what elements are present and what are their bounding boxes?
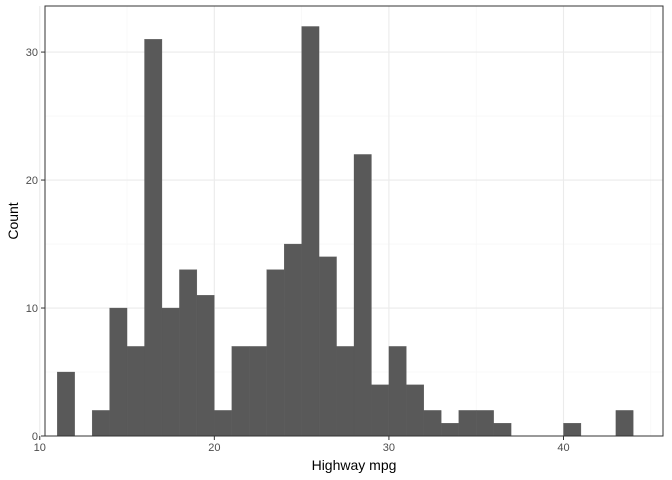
x-tick-label: 30	[383, 442, 395, 454]
y-axis: 0 10 20 30	[26, 47, 45, 443]
histogram-bar	[336, 346, 355, 437]
x-tick-label: 20	[208, 442, 220, 454]
x-tick-label: 40	[557, 442, 569, 454]
histogram-bar	[353, 154, 372, 437]
histogram-bar	[231, 346, 250, 437]
histogram-bar	[476, 410, 494, 437]
y-axis-title: Count	[5, 202, 21, 239]
histogram-bar	[318, 256, 337, 437]
histogram-bar	[126, 346, 145, 437]
histogram-bar	[371, 384, 390, 437]
histogram-bars	[57, 26, 634, 437]
histogram-bar	[161, 307, 180, 437]
y-tick-label: 0	[32, 431, 38, 443]
histogram-bar	[91, 410, 110, 437]
histogram-bar	[249, 346, 267, 437]
x-tick-label: 10	[34, 442, 46, 454]
histogram-bar	[196, 295, 215, 437]
histogram-bar	[301, 26, 320, 437]
y-tick-label: 20	[26, 175, 38, 187]
histogram-bar	[266, 269, 285, 437]
histogram-bar	[144, 39, 163, 437]
histogram-bar	[214, 410, 232, 437]
histogram-bar	[441, 423, 459, 437]
histogram-bar	[458, 410, 477, 437]
x-axis: 10 20 30 40	[34, 436, 570, 454]
histogram-bar	[423, 410, 442, 437]
panel-border	[44, 5, 664, 437]
histogram-bar	[179, 269, 198, 437]
histogram-bar	[493, 423, 512, 437]
histogram-bar	[284, 243, 302, 437]
histogram-bar	[563, 423, 582, 437]
y-tick-label: 10	[26, 303, 38, 315]
histogram-bar	[406, 384, 424, 437]
x-axis-title: Highway mpg	[312, 457, 397, 473]
histogram-bar	[57, 371, 75, 437]
y-tick-label: 30	[26, 47, 38, 59]
histogram-bar	[109, 307, 128, 437]
histogram-bar	[388, 346, 407, 437]
histogram-bar	[615, 410, 634, 437]
